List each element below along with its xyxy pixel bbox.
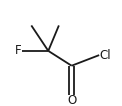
Text: O: O	[67, 94, 76, 106]
Text: F: F	[15, 44, 21, 57]
Text: Cl: Cl	[100, 49, 111, 62]
